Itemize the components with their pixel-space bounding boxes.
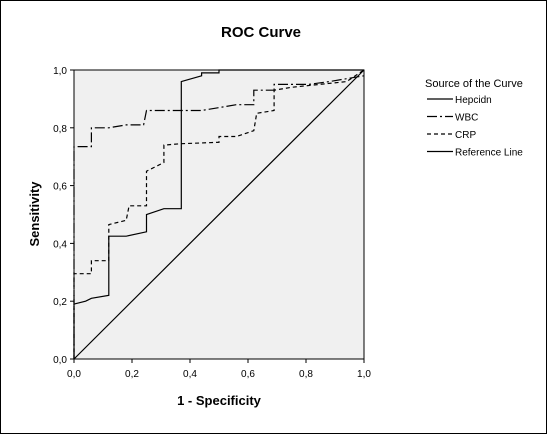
y-tick-label: 0,2 [53,297,67,308]
legend-label-reference-line: Reference Line [455,148,523,159]
series-line-reference-line [73,69,365,360]
y-tick-label: 0,8 [53,124,67,135]
x-tick-label: 0,8 [299,369,313,380]
legend-label-wbc: WBC [455,113,478,124]
y-tick-label: 0,6 [53,182,67,193]
x-tick-label: 1,0 [357,369,371,380]
roc-curves [73,69,365,360]
series-line-crp [73,69,365,359]
y-tick-label: 1,0 [53,66,67,77]
legend-label-hepcidn: Hepcidn [455,95,492,106]
y-axis-ticks: 0,0 0,2 0,4 0,6 0,8 1,0 [53,66,74,366]
x-tick-label: 0,2 [125,369,139,380]
series-line-wbc [73,75,365,359]
legend: Source of the Curve Hepcidn WBC CRP Referen… [425,78,523,159]
x-tick-label: 0,0 [67,369,81,380]
legend-label-crp: CRP [455,130,476,141]
series-line-hepcidn [73,69,364,359]
x-axis-label: 1 - Specificity [177,393,262,408]
chart-title: ROC Curve [221,24,301,41]
legend-title: Source of the Curve [425,78,523,90]
y-tick-label: 0,0 [53,355,67,366]
x-axis-ticks: 0,0 0,2 0,4 0,6 0,8 1,0 [67,359,371,380]
y-axis-label: Sensitivity [27,181,42,247]
x-tick-label: 0,6 [241,369,255,380]
x-tick-label: 0,4 [183,369,197,380]
y-tick-label: 0,4 [53,239,67,250]
